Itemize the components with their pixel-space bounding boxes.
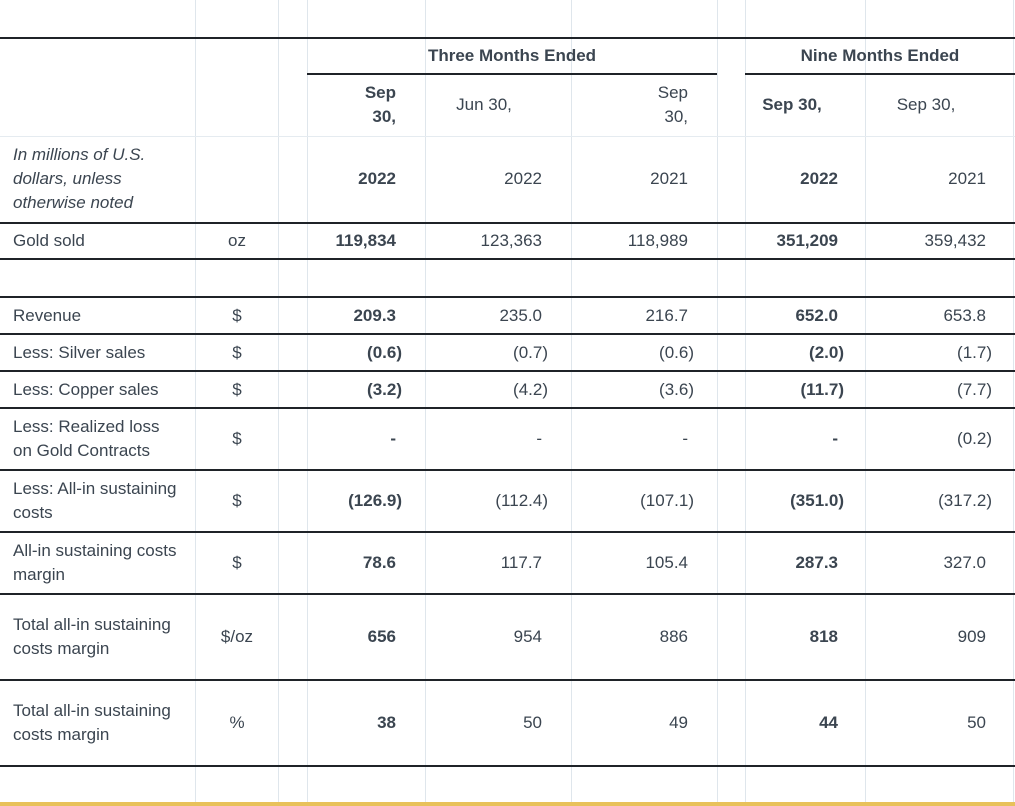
row-label-total-aisc-margin-per-oz: Total all-in sustaining costs margin bbox=[13, 615, 171, 658]
value-cell: (126.9) bbox=[348, 491, 402, 510]
value-cell: 818 bbox=[809, 627, 838, 646]
row-label-gold-sold: Gold sold bbox=[13, 231, 85, 250]
row-label-total-aisc-margin-percent: Total all-in sustaining costs margin bbox=[13, 701, 171, 744]
col-header-9m-2022: Sep 30, bbox=[762, 95, 822, 114]
row-unit: $ bbox=[232, 379, 242, 399]
row-unit: $ bbox=[232, 305, 242, 325]
value-cell: (351.0) bbox=[790, 491, 844, 510]
value-cell: (1.7) bbox=[957, 342, 992, 362]
value-cell: (4.2) bbox=[513, 379, 548, 399]
row-label-aisc: Less: All-in sustaining costs bbox=[13, 479, 177, 522]
row-unit: $ bbox=[232, 553, 242, 572]
row-unit: % bbox=[229, 713, 245, 732]
value-cell: 653.8 bbox=[943, 305, 986, 325]
value-cell: 235.0 bbox=[499, 305, 542, 325]
value-cell: 359,432 bbox=[924, 231, 986, 250]
value-cell: (0.6) bbox=[367, 342, 402, 362]
value-cell: 287.3 bbox=[795, 553, 838, 572]
value-cell: 50 bbox=[967, 713, 986, 732]
group-header-nine-months: Nine Months Ended bbox=[800, 46, 960, 65]
value-cell: 123,363 bbox=[480, 231, 542, 250]
col-header-q3-2022: Sep 30, bbox=[364, 83, 396, 126]
value-cell: 105.4 bbox=[645, 553, 688, 572]
row-label-silver-sales: Less: Silver sales bbox=[13, 342, 146, 362]
value-cell: 78.6 bbox=[362, 553, 396, 572]
value-cell: 656 bbox=[367, 627, 396, 646]
value-cell: - bbox=[536, 429, 542, 448]
row-unit: $ bbox=[232, 342, 242, 362]
value-cell: 909 bbox=[957, 627, 986, 646]
year-cell: 2022 bbox=[358, 169, 396, 188]
value-cell: (107.1) bbox=[640, 491, 694, 510]
value-cell: 216.7 bbox=[645, 305, 688, 325]
value-cell: (2.0) bbox=[809, 342, 844, 362]
value-cell: (0.6) bbox=[659, 342, 694, 362]
row-label-revenue: Revenue bbox=[13, 305, 82, 325]
row-label-aisc-margin: All-in sustaining costs margin bbox=[13, 541, 177, 584]
row-unit: $ bbox=[232, 491, 242, 510]
value-cell: (0.2) bbox=[957, 429, 992, 448]
value-cell: 50 bbox=[523, 713, 542, 732]
year-cell: 2022 bbox=[800, 169, 838, 188]
value-cell: (112.4) bbox=[495, 491, 548, 510]
value-cell: 209.3 bbox=[353, 305, 396, 325]
units-note: In millions of U.S. dollars, unless othe… bbox=[13, 145, 146, 212]
value-cell: 119,834 bbox=[335, 231, 396, 250]
col-header-q2-2022: Jun 30, bbox=[456, 95, 512, 114]
value-cell: (0.7) bbox=[513, 342, 548, 362]
row-unit: oz bbox=[228, 231, 246, 250]
value-cell: - bbox=[682, 429, 688, 448]
value-cell: 327.0 bbox=[943, 553, 986, 572]
value-cell: 652.0 bbox=[795, 305, 838, 325]
year-cell: 2021 bbox=[948, 169, 986, 188]
row-label-copper-sales: Less: Copper sales bbox=[13, 379, 159, 399]
value-cell: 49 bbox=[669, 713, 688, 732]
year-cell: 2022 bbox=[504, 169, 542, 188]
value-cell: 118,989 bbox=[627, 231, 688, 250]
value-cell: 954 bbox=[513, 627, 542, 646]
value-cell: 44 bbox=[819, 713, 838, 732]
row-label-realized-loss: Less: Realized loss on Gold Contracts bbox=[13, 417, 160, 460]
value-cell: - bbox=[390, 429, 396, 448]
value-cell: 351,209 bbox=[776, 231, 838, 250]
year-cell: 2021 bbox=[650, 169, 688, 188]
row-unit: $ bbox=[232, 429, 242, 448]
value-cell: (3.2) bbox=[367, 379, 402, 399]
value-cell: 117.7 bbox=[500, 553, 542, 572]
col-header-q3-2021: Sep 30, bbox=[657, 83, 688, 126]
value-cell: (11.7) bbox=[800, 379, 844, 399]
value-cell: (3.6) bbox=[659, 379, 694, 399]
value-cell: 886 bbox=[659, 627, 688, 646]
value-cell: - bbox=[832, 429, 838, 448]
value-cell: (317.2) bbox=[938, 491, 992, 510]
value-cell: 38 bbox=[377, 713, 396, 732]
row-unit: $/oz bbox=[220, 627, 254, 646]
col-header-9m-2021: Sep 30, bbox=[896, 95, 956, 114]
value-cell: (7.7) bbox=[957, 379, 992, 399]
group-header-three-months: Three Months Ended bbox=[427, 46, 597, 65]
